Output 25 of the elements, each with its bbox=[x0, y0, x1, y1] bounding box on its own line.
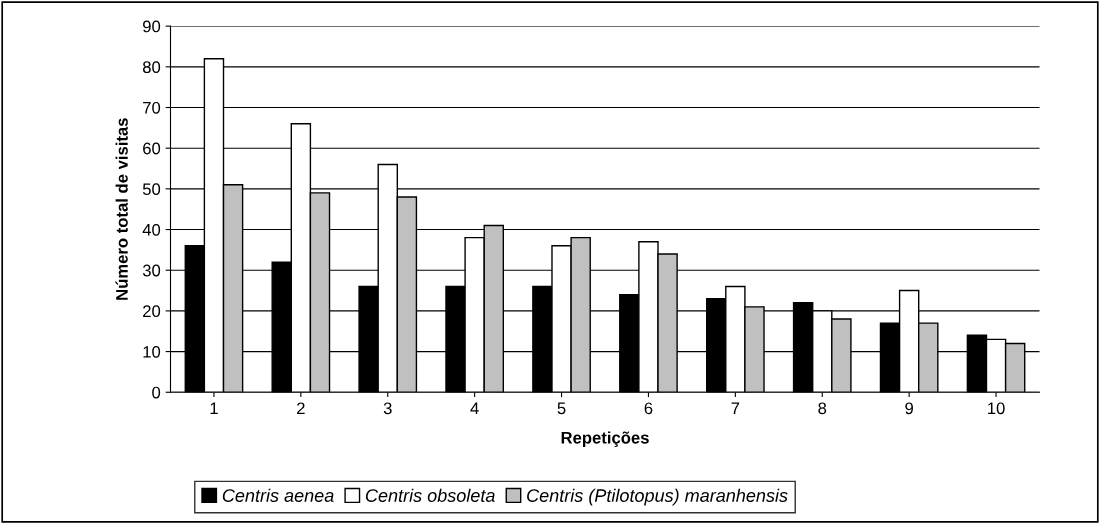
y-tick-label: 60 bbox=[143, 142, 161, 155]
legend-label: Centris aenea bbox=[222, 488, 334, 502]
y-tick-label: 0 bbox=[152, 386, 161, 399]
y-tick-label: 10 bbox=[143, 345, 161, 358]
x-tick-label: 7 bbox=[731, 402, 740, 415]
x-tick-label: 6 bbox=[644, 402, 653, 415]
legend-label: Centris (Ptilotopus) maranhensis bbox=[527, 488, 788, 506]
x-tick-label: 2 bbox=[297, 402, 305, 415]
y-axis-title: Número total de visitas bbox=[115, 118, 128, 300]
x-tick-label: 9 bbox=[905, 402, 913, 415]
y-tick-label: 80 bbox=[142, 61, 161, 74]
y-tick-label: 50 bbox=[142, 183, 161, 196]
legend-label: Centris obsoleta bbox=[365, 488, 495, 502]
x-tick-label: 10 bbox=[988, 402, 1005, 415]
x-tick-label: 5 bbox=[557, 402, 566, 415]
y-tick-label: 70 bbox=[143, 101, 161, 114]
x-tick-label: 3 bbox=[383, 402, 392, 415]
y-tick-label: 40 bbox=[142, 223, 161, 236]
y-tick-label: 20 bbox=[143, 305, 161, 318]
x-tick-label: 8 bbox=[818, 402, 827, 415]
y-tick-label: 30 bbox=[142, 264, 161, 277]
x-tick-label: 4 bbox=[470, 402, 479, 415]
y-tick-label: 90 bbox=[143, 20, 161, 33]
x-tick-label: 1 bbox=[210, 402, 218, 415]
x-axis-title: Repetições bbox=[561, 431, 649, 447]
